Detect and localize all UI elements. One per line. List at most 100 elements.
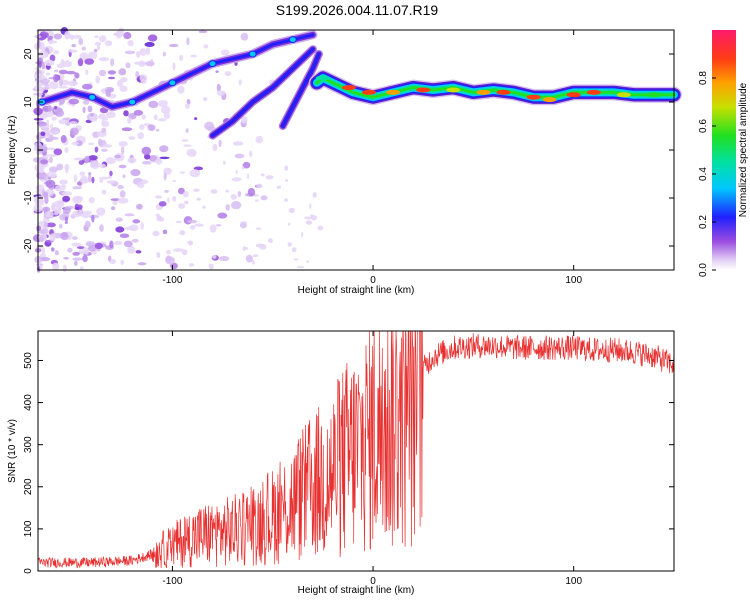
spectrogram-blob bbox=[105, 111, 116, 119]
spectrogram-blob bbox=[91, 214, 95, 223]
spectrogram-blob bbox=[84, 155, 90, 164]
spectrogram-blob bbox=[47, 35, 54, 40]
spectrogram-blob bbox=[62, 117, 72, 121]
spectrogram-blob bbox=[147, 34, 158, 42]
spectrogram-blob bbox=[108, 175, 112, 179]
spectrogram-blob bbox=[41, 247, 46, 254]
spectrogram-blob bbox=[41, 61, 46, 70]
spectrogram-blob bbox=[44, 59, 55, 66]
spectrogram-blob bbox=[43, 129, 51, 137]
snr-y-tick-label: 300 bbox=[23, 436, 34, 453]
spectrogram-blob bbox=[112, 200, 118, 206]
spectrogram-blob bbox=[152, 230, 160, 237]
spectrogram-blob bbox=[120, 259, 125, 265]
spectrogram-blob bbox=[49, 123, 54, 130]
spectrogram-blob bbox=[87, 142, 95, 146]
spectrogram-blob bbox=[127, 117, 132, 124]
spectrogram-blob bbox=[172, 195, 177, 202]
spectrogram-blob bbox=[194, 117, 198, 121]
colorbar-label: Normalized spectral amplitude bbox=[738, 82, 749, 217]
spectrogram-blob bbox=[210, 189, 218, 194]
spectrogram-blob bbox=[43, 221, 48, 228]
spectrogram-blob bbox=[40, 236, 44, 243]
spectrogram-blob bbox=[139, 48, 147, 56]
spectrogram-blob bbox=[125, 62, 131, 69]
spectrogram-blob bbox=[37, 169, 45, 174]
spectrogram-blob bbox=[183, 144, 192, 148]
spectrogram-blob bbox=[179, 230, 186, 236]
spectrogram-blob bbox=[58, 73, 65, 81]
spectrogram-blob bbox=[94, 35, 99, 39]
spectrogram-hotspot bbox=[341, 85, 356, 91]
spectrogram-blob bbox=[285, 179, 289, 182]
spectrogram-blob bbox=[48, 31, 55, 37]
spectrogram-blob bbox=[158, 201, 167, 207]
spectrogram-blob bbox=[175, 220, 182, 224]
spectrogram-blob bbox=[53, 148, 63, 156]
spectrogram-blob bbox=[186, 99, 191, 105]
spectrogram-blob bbox=[48, 81, 59, 90]
spectrogram-blob bbox=[118, 164, 127, 169]
spectrogram-blob bbox=[135, 70, 140, 78]
spectrogram-blob bbox=[220, 49, 230, 56]
spectrogram-blob bbox=[156, 215, 162, 221]
spectrogram-blob bbox=[67, 247, 73, 253]
spectrogram-blob bbox=[116, 79, 124, 88]
spectrogram-blob bbox=[115, 217, 123, 222]
spectrogram-hotspot bbox=[208, 60, 217, 68]
spectrogram-blob bbox=[38, 50, 49, 59]
spectrogram-blob bbox=[96, 207, 106, 216]
spectrogram-blob bbox=[58, 86, 69, 89]
spectrogram-blob bbox=[135, 50, 141, 58]
spectrogram-blob bbox=[87, 245, 97, 252]
spectrogram-blob bbox=[247, 173, 250, 180]
colorbar-scale bbox=[712, 30, 736, 270]
spectrogram-blob bbox=[98, 69, 107, 77]
snr-x-ticks: -100 0 100 bbox=[162, 331, 582, 587]
spectrogram-blob bbox=[109, 258, 117, 265]
spectrogram-blob bbox=[56, 107, 63, 114]
spectrogram-blob bbox=[137, 132, 144, 140]
spectrogram-blob bbox=[163, 172, 167, 181]
spectrogram-blob bbox=[46, 119, 50, 128]
spectrogram-blob bbox=[234, 153, 245, 159]
spectrogram-blob bbox=[163, 112, 171, 119]
spectrogram-blob bbox=[239, 222, 247, 229]
spectrogram-blob bbox=[301, 232, 304, 238]
spectrogram-blob bbox=[97, 138, 103, 146]
spectrogram-blob bbox=[51, 116, 58, 121]
spectrogram-blob bbox=[216, 83, 221, 92]
spectrogram-hotspot bbox=[566, 92, 581, 98]
spectrogram-blob bbox=[113, 240, 123, 246]
spectrogram-blob bbox=[159, 156, 170, 160]
spectrogram-blob bbox=[194, 223, 204, 227]
spectrogram-blob bbox=[288, 207, 296, 214]
spectrogram-blob bbox=[203, 44, 209, 49]
spectrogram-blob bbox=[61, 79, 69, 86]
spectrogram-blob bbox=[64, 221, 68, 224]
spectrogram-blob bbox=[80, 178, 89, 184]
spectrogram-blob bbox=[58, 223, 63, 229]
spectrogram-blob bbox=[208, 263, 214, 270]
spectrogram-blob bbox=[94, 242, 103, 250]
spectrogram-blob bbox=[297, 266, 305, 269]
spectrogram-blob bbox=[39, 78, 51, 84]
spectrogram-blob bbox=[148, 155, 158, 162]
spectrogram-blob bbox=[284, 198, 288, 202]
spectrogram-blob bbox=[231, 177, 242, 182]
spectrogram-blob bbox=[98, 113, 106, 120]
spectrogram-blob bbox=[40, 159, 49, 165]
spectrogram-blob bbox=[71, 236, 78, 240]
spectrogram-blob bbox=[74, 72, 80, 79]
spectrogram-blob bbox=[87, 51, 98, 60]
spectrogram-blob bbox=[177, 85, 185, 94]
spectrogram-blob bbox=[127, 245, 136, 254]
spectrogram-blob bbox=[62, 207, 71, 215]
spectrogram-blob bbox=[140, 222, 145, 230]
snr-frame bbox=[37, 330, 675, 572]
spectrogram-secondary-ridge bbox=[281, 52, 321, 128]
spectrogram-blob bbox=[50, 202, 56, 211]
spectrogram-blob bbox=[39, 86, 45, 92]
spectrogram-blob bbox=[94, 41, 102, 46]
